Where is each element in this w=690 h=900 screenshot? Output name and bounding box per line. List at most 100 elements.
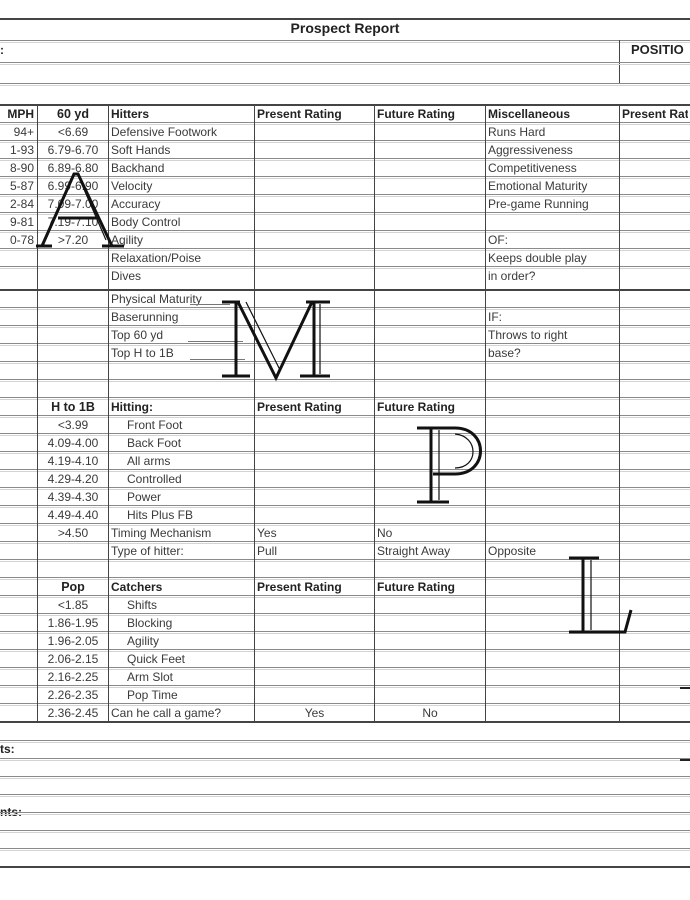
cell-sixty-yd: 6.99-6.90	[47, 179, 99, 193]
cell-skill: Shifts	[127, 598, 158, 612]
row-divider	[0, 176, 690, 177]
cell-mph: 2-84	[9, 197, 34, 211]
cell-sixty-yd: 2.16-2.25	[47, 670, 99, 684]
row-divider	[0, 212, 690, 213]
row-divider	[0, 325, 690, 326]
divider	[0, 740, 690, 741]
row-divider	[0, 266, 690, 267]
cell-skill: Timing Mechanism	[111, 526, 212, 540]
cell-skill: Accuracy	[111, 197, 161, 211]
comment-line[interactable]	[0, 794, 690, 795]
comment-line[interactable]	[0, 776, 690, 777]
comments-label: ts:	[0, 742, 15, 756]
cell-sixty-yd: 4.39-4.30	[47, 490, 99, 504]
divider	[0, 40, 690, 41]
cell-skill: Soft Hands	[111, 143, 171, 157]
cell-skill: Type of hitter:	[111, 544, 184, 558]
row-divider	[0, 469, 690, 470]
cell-sixty-yd: 2.26-2.35	[47, 688, 99, 702]
row-divider	[0, 122, 690, 123]
cell-skill: Controlled	[127, 472, 182, 486]
cell-sixty-yd: 1.96-2.05	[47, 634, 99, 648]
cell-miscellaneous: Opposite	[488, 544, 537, 558]
divider	[0, 18, 690, 20]
row-divider	[0, 158, 690, 159]
cell-mph: 1-93	[9, 143, 34, 157]
cell-sixty-yd: 2.36-2.45	[47, 706, 99, 720]
cell-sixty-yd: 4.19-4.10	[47, 454, 99, 468]
row-divider	[0, 667, 690, 668]
cell-sixty-yd: <3.99	[57, 418, 89, 432]
column-divider	[374, 104, 375, 721]
cell-miscellaneous: Throws to right	[488, 328, 568, 342]
cell-skill: All arms	[127, 454, 171, 468]
cell-present-rating: Pull	[257, 544, 278, 558]
cell-skill: Power	[127, 490, 162, 504]
cell-sixty-yd: 1.86-1.95	[47, 616, 99, 630]
cell-skill: Backhand	[111, 161, 165, 175]
divider	[0, 83, 690, 84]
cell-sixty-yd: >4.50	[57, 526, 89, 540]
cell-present-rating: Present Rating	[257, 580, 342, 594]
cell-skill: Body Control	[111, 215, 181, 229]
column-divider	[37, 104, 38, 721]
cell-miscellaneous: OF:	[488, 233, 508, 247]
cell-miscellaneous: IF:	[488, 310, 502, 324]
cell-sixty-yd: 6.79-6.70	[47, 143, 99, 157]
cell-skill: Baserunning	[111, 310, 179, 324]
row-divider	[0, 703, 690, 704]
divider	[0, 62, 690, 63]
row-divider	[0, 397, 690, 398]
column-divider	[108, 104, 109, 721]
watermark-fragment	[680, 687, 690, 689]
cell-miscellaneous: Miscellaneous	[488, 107, 571, 121]
row-divider	[0, 613, 690, 614]
blank-underline	[188, 341, 243, 342]
row-divider	[0, 451, 690, 452]
divider	[619, 40, 620, 83]
cell-skill: Can he call a game?	[111, 706, 222, 720]
cell-sixty-yd: 2.06-2.15	[47, 652, 99, 666]
cell-skill: Catchers	[111, 580, 163, 594]
cell-skill: Agility	[111, 233, 144, 247]
blank-underline	[190, 304, 230, 305]
page-title: Prospect Report	[290, 20, 400, 36]
cell-skill: Top H to 1B	[111, 346, 174, 360]
cell-skill: Back Foot	[127, 436, 182, 450]
blank-underline	[190, 359, 245, 360]
cell-sixty-yd: 7.19-7.10	[47, 215, 99, 229]
row-divider	[0, 433, 690, 434]
watermark-letter-l-icon	[569, 556, 633, 634]
cell-skill: Arm Slot	[127, 670, 174, 684]
cell-miscellaneous: Emotional Maturity	[488, 179, 588, 193]
cell-miscellaneous: base?	[488, 346, 521, 360]
cell-present-rating: Yes	[304, 706, 325, 720]
cell-future-rating: Future Rating	[377, 580, 455, 594]
cell-sixty-yd: >7.20	[57, 233, 89, 247]
row-divider	[0, 559, 690, 560]
divider	[0, 866, 690, 868]
row-divider	[0, 248, 690, 249]
row-divider	[0, 415, 690, 416]
cell-skill: Pop Time	[127, 688, 178, 702]
cell-miscellaneous: Pre-game Running	[488, 197, 589, 211]
cell-skill: Agility	[127, 634, 160, 648]
comment-line[interactable]	[0, 848, 690, 849]
row-divider	[0, 307, 690, 308]
cell-sixty-yd: 4.09-4.00	[47, 436, 99, 450]
cell-mph: 8-90	[9, 161, 34, 175]
row-divider	[0, 379, 690, 380]
cell-mph: 5-87	[9, 179, 34, 193]
row-divider	[0, 505, 690, 506]
cell-skill: Hitters	[111, 107, 150, 121]
comment-line[interactable]	[0, 830, 690, 831]
cell-future-rating: Straight Away	[377, 544, 451, 558]
cell-skill: Physical Maturity	[111, 292, 202, 306]
cell-skill: Top 60 yd	[111, 328, 164, 342]
cell-skill: Velocity	[111, 179, 153, 193]
comment-line[interactable]	[0, 758, 690, 759]
comment-line[interactable]	[0, 812, 690, 813]
cell-skill: Dives	[111, 269, 142, 283]
cell-present-rating: Yes	[257, 526, 277, 540]
row-divider	[0, 595, 690, 596]
